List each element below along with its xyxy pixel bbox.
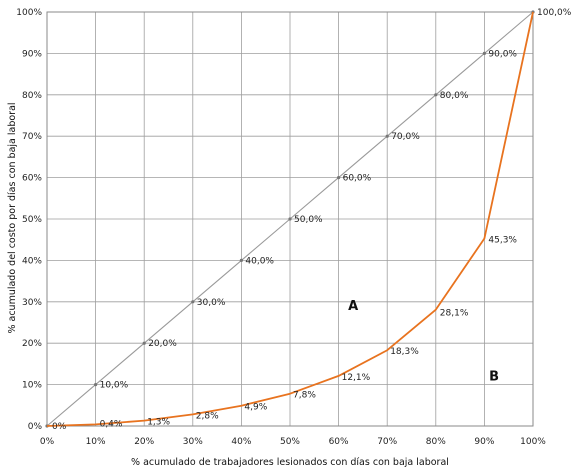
region-label-a: A xyxy=(348,299,358,314)
x-tick-label: 70% xyxy=(377,437,397,447)
x-tick-label: 10% xyxy=(86,437,106,447)
equality-point xyxy=(94,383,98,387)
axes: 0% 10% 20% 30% 40% 50% 60% 70% 80% 90% 100% 0% 10% 20… xyxy=(16,8,546,447)
y-tick-label: 0% xyxy=(28,422,43,432)
equality-data-label: 80,0% xyxy=(440,91,469,101)
equality-point xyxy=(288,217,292,221)
equality-point xyxy=(191,300,195,304)
curve-data-label: 2,8% xyxy=(196,411,219,421)
x-tick-label: 100% xyxy=(520,437,546,447)
equality-data-label: 20,0% xyxy=(148,339,177,349)
cumulative-cost-curve xyxy=(46,11,534,427)
y-tick-label: 50% xyxy=(22,215,42,225)
x-tick-label: 80% xyxy=(426,437,446,447)
y-tick-label: 30% xyxy=(22,298,42,308)
data-labels: 0% 10,0% 20,0% 30,0% 40,0% 50,0% 60,0% 70,0% 80,… xyxy=(52,8,572,432)
curve-data-label: 0,4% xyxy=(100,419,123,429)
annotations: AB xyxy=(348,299,499,384)
x-tick-label: 50% xyxy=(280,437,300,447)
equality-point xyxy=(385,134,389,138)
y-tick-label: 20% xyxy=(22,339,42,349)
x-tick-label: 90% xyxy=(474,437,494,447)
curve-data-label: 28,1% xyxy=(440,309,469,319)
equality-point xyxy=(142,341,146,345)
curve-data-label: 1,3% xyxy=(147,418,170,428)
curve-data-label: 12,1% xyxy=(342,373,371,383)
equality-data-label: 60,0% xyxy=(343,174,372,184)
equality-point xyxy=(482,51,486,56)
equality-data-label: 40,0% xyxy=(245,256,274,266)
y-tick-label: 70% xyxy=(22,132,42,142)
equality-data-label: 70,0% xyxy=(391,132,420,142)
y-tick-label: 40% xyxy=(22,256,42,266)
series-group xyxy=(45,10,535,428)
x-tick-label: 40% xyxy=(231,437,251,447)
y-tick-label: 90% xyxy=(22,49,42,59)
y-tick-label: 10% xyxy=(22,381,42,391)
x-axis-title: % acumulado de trabajadores lesionados c… xyxy=(131,457,449,468)
curve-data-label: 45,3% xyxy=(488,235,517,245)
equality-data-label: 30,0% xyxy=(197,298,226,308)
y-tick-label: 100% xyxy=(16,8,42,18)
region-label-b: B xyxy=(489,369,499,384)
equality-data-label: 100,0% xyxy=(537,8,572,18)
equality-point xyxy=(239,258,243,262)
equality-point xyxy=(337,176,341,180)
y-tick-label: 60% xyxy=(22,174,42,184)
curve-data-label: 7,8% xyxy=(293,391,316,401)
x-tick-label: 30% xyxy=(183,437,203,447)
equality-point xyxy=(434,93,438,97)
equality-data-label: 10,0% xyxy=(100,381,129,391)
x-tick-label: 0% xyxy=(40,437,55,447)
curve-data-label: 18,3% xyxy=(390,347,419,357)
equality-data-label: 90,0% xyxy=(488,49,517,59)
curve-data-label: 4,9% xyxy=(244,403,267,413)
y-tick-label: 80% xyxy=(22,91,42,101)
equality-data-label: 50,0% xyxy=(294,215,323,225)
y-axis-title: % acumulado del costo por días con baja … xyxy=(7,102,18,333)
plot-area-border xyxy=(46,11,534,427)
x-tick-label: 60% xyxy=(329,437,349,447)
x-tick-label: 20% xyxy=(134,437,154,447)
equality-data-label: 0% xyxy=(52,422,67,432)
